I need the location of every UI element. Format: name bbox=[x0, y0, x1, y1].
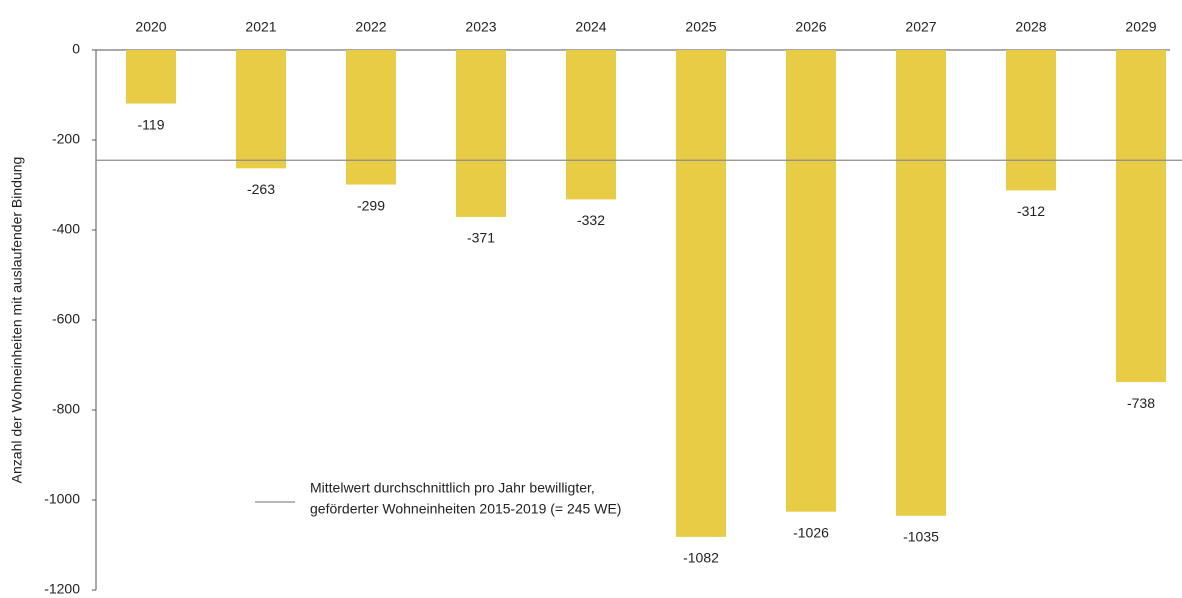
y-tick-label: -1200 bbox=[44, 581, 80, 597]
y-tick-label: -600 bbox=[52, 311, 80, 327]
data-label: -263 bbox=[247, 181, 275, 197]
data-label: -1082 bbox=[683, 550, 719, 566]
y-tick-label: -400 bbox=[52, 221, 80, 237]
x-tick-label: 2029 bbox=[1125, 19, 1156, 35]
data-label: -299 bbox=[357, 197, 385, 213]
bar bbox=[1116, 50, 1166, 383]
data-label: -312 bbox=[1017, 203, 1045, 219]
x-tick-label: 2021 bbox=[245, 19, 276, 35]
bar bbox=[236, 50, 286, 169]
y-tick-label: -200 bbox=[52, 131, 80, 147]
x-tick-label: 2025 bbox=[685, 19, 716, 35]
legend-label: geförderter Wohneinheiten 2015-2019 (= 2… bbox=[310, 501, 621, 517]
bar bbox=[1006, 50, 1056, 191]
x-tick-label: 2027 bbox=[905, 19, 936, 35]
y-tick-label: 0 bbox=[72, 41, 80, 57]
data-label: -371 bbox=[467, 230, 495, 246]
data-label: -332 bbox=[577, 212, 605, 228]
x-tick-label: 2024 bbox=[575, 19, 606, 35]
data-label: -738 bbox=[1127, 395, 1155, 411]
bar bbox=[896, 50, 946, 516]
bar bbox=[676, 50, 726, 537]
y-tick-label: -800 bbox=[52, 401, 80, 417]
bar bbox=[456, 50, 506, 217]
x-tick-label: 2022 bbox=[355, 19, 386, 35]
x-tick-label: 2020 bbox=[135, 19, 166, 35]
data-label: -119 bbox=[138, 116, 165, 132]
legend-label: Mittelwert durchschnittlich pro Jahr bew… bbox=[310, 480, 595, 496]
y-tick-label: -1000 bbox=[44, 491, 80, 507]
x-tick-label: 2026 bbox=[795, 19, 826, 35]
bar bbox=[126, 50, 176, 104]
y-axis-label: Anzahl der Wohneinheiten mit auslaufende… bbox=[9, 157, 25, 484]
x-tick-label: 2028 bbox=[1015, 19, 1046, 35]
x-tick-label: 2023 bbox=[465, 19, 496, 35]
data-label: -1026 bbox=[793, 524, 829, 540]
bar bbox=[346, 50, 396, 185]
bar bbox=[566, 50, 616, 200]
bar bbox=[786, 50, 836, 512]
data-label: -1035 bbox=[903, 528, 939, 544]
